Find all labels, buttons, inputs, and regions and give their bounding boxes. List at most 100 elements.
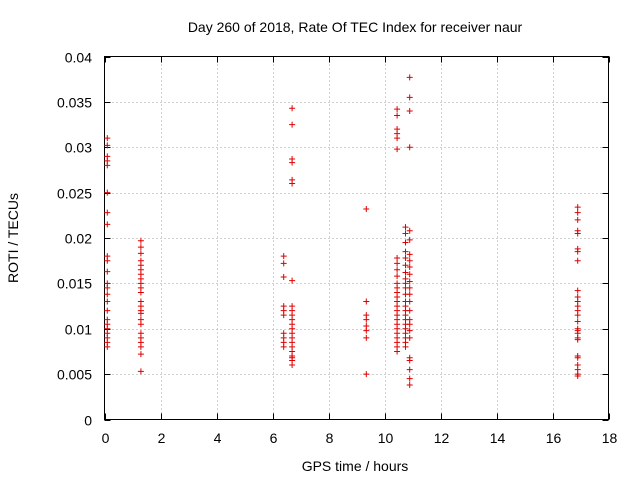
x-axis-label: GPS time / hours xyxy=(302,458,409,474)
data-point xyxy=(406,375,413,382)
data-point xyxy=(280,343,287,350)
data-point xyxy=(104,221,111,228)
data-point xyxy=(394,112,401,119)
y-tick-label: 0.015 xyxy=(57,276,92,292)
y-tick-label: 0 xyxy=(84,413,92,429)
data-point xyxy=(406,257,413,264)
y-tick-label: 0.03 xyxy=(65,140,92,156)
data-point xyxy=(574,248,581,255)
x-tick-label: 6 xyxy=(270,430,278,446)
data-point xyxy=(104,209,111,216)
data-point xyxy=(406,334,413,341)
data-point xyxy=(402,239,409,246)
data-point xyxy=(104,298,111,305)
x-tick-label: 0 xyxy=(102,430,110,446)
data-point xyxy=(574,312,581,319)
y-tick-label: 0.005 xyxy=(57,367,92,383)
data-point xyxy=(137,237,144,244)
data-point xyxy=(137,368,144,375)
data-point xyxy=(280,253,287,260)
data-point xyxy=(402,254,409,261)
data-point xyxy=(406,278,413,285)
data-point xyxy=(137,244,144,251)
data-point xyxy=(289,362,296,369)
data-point xyxy=(289,180,296,187)
data-point xyxy=(289,121,296,128)
data-point xyxy=(280,312,287,319)
x-tick-label: 8 xyxy=(326,430,334,446)
data-point xyxy=(406,327,413,334)
data-point xyxy=(574,372,581,379)
data-point xyxy=(394,266,401,273)
data-point xyxy=(289,159,296,166)
data-point xyxy=(280,260,287,267)
x-tick-label: 2 xyxy=(158,430,166,446)
x-tick-label: 18 xyxy=(602,430,618,446)
x-tick-label: 10 xyxy=(378,430,394,446)
data-point xyxy=(402,262,409,269)
points-layer xyxy=(104,74,581,389)
data-point xyxy=(137,289,144,296)
data-point xyxy=(363,334,370,341)
data-point xyxy=(104,257,111,264)
data-point xyxy=(402,269,409,276)
grid-layer xyxy=(104,56,609,420)
data-point xyxy=(406,291,413,298)
data-point xyxy=(574,204,581,211)
data-point xyxy=(104,343,111,350)
data-point xyxy=(406,382,413,389)
data-point xyxy=(289,277,296,284)
data-point xyxy=(137,310,144,317)
data-point xyxy=(406,227,413,234)
data-point xyxy=(402,230,409,237)
data-point xyxy=(402,248,409,255)
x-tick-label: 4 xyxy=(214,430,222,446)
data-point xyxy=(394,273,401,280)
data-point xyxy=(402,343,409,350)
data-point xyxy=(104,189,111,196)
data-point xyxy=(280,274,287,281)
y-tick-label: 0.04 xyxy=(65,50,92,66)
data-point xyxy=(363,371,370,378)
data-point xyxy=(574,216,581,223)
data-point xyxy=(574,354,581,361)
y-tick-label: 0.025 xyxy=(57,186,92,202)
data-point xyxy=(394,260,401,267)
data-point xyxy=(406,264,413,271)
chart-title: Day 260 of 2018, Rate Of TEC Index for r… xyxy=(188,19,523,35)
data-point xyxy=(137,321,144,328)
tick-layer: 0 2 4 6 8 10 12 14 16 18 0 0.005 0.01 0.015 0.02 0.025 0… xyxy=(57,50,618,447)
data-point xyxy=(406,271,413,278)
data-point xyxy=(394,348,401,355)
x-tick-label: 16 xyxy=(546,430,562,446)
data-point xyxy=(104,291,111,298)
x-tick-label: 12 xyxy=(434,430,450,446)
data-point xyxy=(104,135,111,142)
x-tick-label: 14 xyxy=(490,430,506,446)
data-point xyxy=(137,250,144,257)
data-point xyxy=(574,287,581,294)
y-tick-label: 0.02 xyxy=(65,231,92,247)
data-point xyxy=(363,316,370,323)
y-tick-label: 0.035 xyxy=(57,95,92,111)
data-point xyxy=(574,318,581,325)
y-axis-label: ROTI / TECUs xyxy=(5,193,21,283)
data-point xyxy=(363,298,370,305)
y-tick-label: 0.01 xyxy=(65,322,92,338)
data-point xyxy=(406,251,413,258)
data-point xyxy=(574,209,581,216)
data-point xyxy=(574,230,581,237)
data-point xyxy=(394,106,401,113)
data-point xyxy=(406,107,413,114)
data-point xyxy=(363,205,370,212)
data-point xyxy=(394,146,401,153)
data-point xyxy=(137,343,144,350)
data-point xyxy=(406,74,413,81)
data-point xyxy=(104,142,111,149)
data-point xyxy=(363,327,370,334)
data-point xyxy=(137,351,144,358)
data-point xyxy=(394,254,401,261)
data-point xyxy=(104,284,111,291)
data-point xyxy=(574,257,581,264)
